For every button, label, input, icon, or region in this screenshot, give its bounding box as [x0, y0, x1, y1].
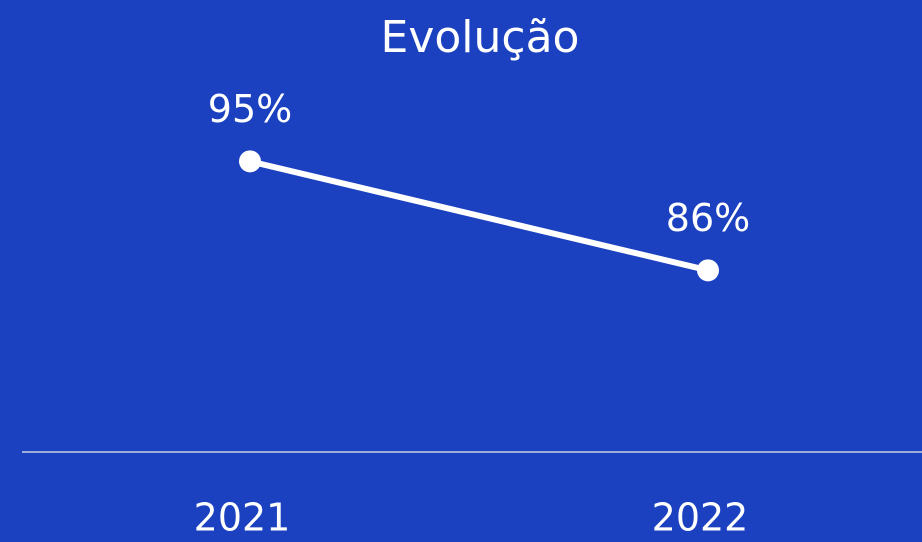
point — [697, 259, 719, 282]
x-tick-label: 2021 — [194, 496, 291, 540]
data-label: 86% — [666, 196, 750, 240]
data-label: 95% — [208, 87, 292, 131]
x-tick-label: 2022 — [652, 496, 749, 540]
chart-title: Evolução — [381, 12, 580, 63]
point — [239, 150, 261, 173]
line — [249, 158, 709, 274]
